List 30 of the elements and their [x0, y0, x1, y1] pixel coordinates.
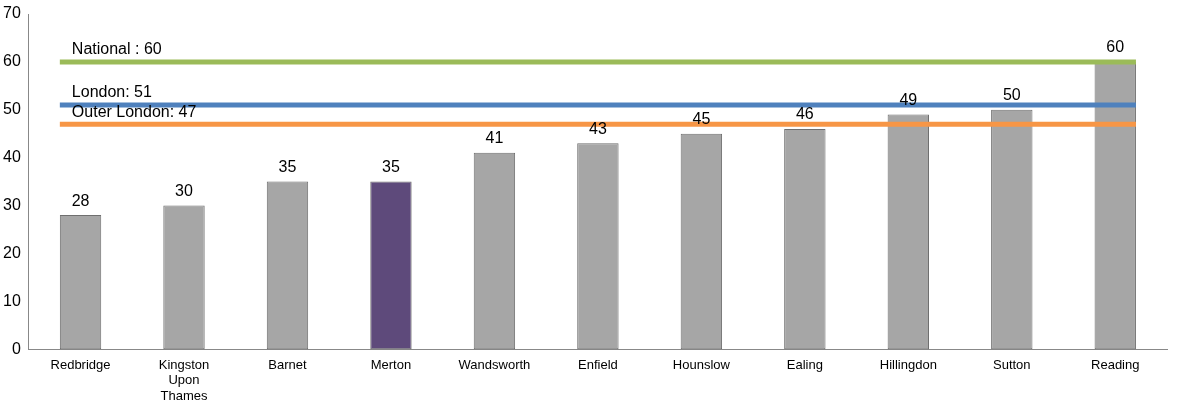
y-tick-label: 30	[3, 195, 21, 213]
y-tick-label: 10	[3, 291, 21, 309]
x-tick-label: Wandsworth	[458, 356, 531, 372]
x-tick-label: Redbridge	[50, 356, 111, 372]
x-tick-label: Merton	[370, 356, 412, 372]
y-tick-label: 60	[3, 52, 21, 70]
x-tick-label: Hounslow	[672, 356, 731, 372]
data-label: 50	[1002, 86, 1021, 104]
y-tick-label: 70	[3, 4, 21, 22]
data-label: 28	[71, 191, 90, 209]
x-tick-label: Barnet	[268, 356, 308, 372]
ref-line-label: Outer London: 47	[71, 102, 197, 120]
x-tick-label: Reading	[1091, 356, 1140, 372]
ref-line-label: London: 51	[71, 83, 153, 101]
y-tick-label: 20	[3, 243, 21, 261]
data-label: 35	[278, 158, 297, 176]
data-label: 35	[382, 158, 400, 176]
x-tick-label: Enfield	[578, 356, 618, 372]
data-label: 46	[795, 105, 814, 123]
y-tick-label: 0	[11, 339, 21, 357]
x-tick-label: Hillingdon	[879, 356, 937, 372]
y-tick-label: 50	[3, 100, 21, 118]
data-label: 60	[1106, 38, 1125, 56]
data-label: 30	[175, 181, 194, 199]
x-tick-label: Sutton	[992, 356, 1031, 372]
x-tick-label: Ealing	[786, 356, 823, 372]
y-tick-label: 40	[3, 148, 21, 166]
data-label: 41	[485, 129, 504, 147]
x-tick-label: Kingston Upon Thames	[158, 356, 210, 403]
ref-line-label: National : 60	[71, 40, 162, 58]
